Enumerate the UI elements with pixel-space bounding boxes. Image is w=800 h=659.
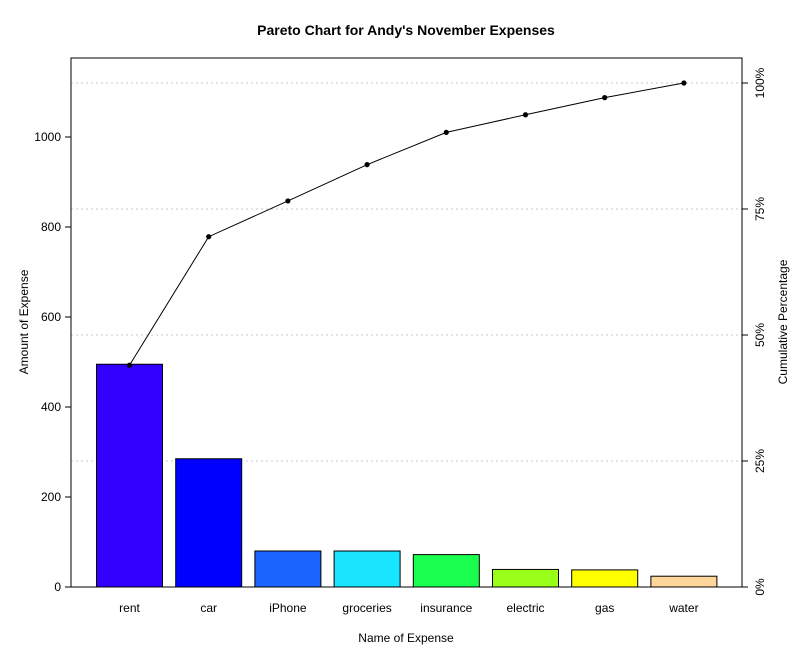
bar-rent (96, 363, 163, 588)
cumulative-point (681, 80, 687, 86)
y2-axis-title: Cumulative Percentage (776, 259, 790, 384)
plot-frame (70, 57, 743, 588)
y-tick-label: 200 (41, 490, 61, 504)
x-axis-labels: rent car iPhone groceries insurance electric g… (119, 601, 698, 615)
cumulative-point (206, 234, 212, 240)
cumulative-line (126, 80, 687, 368)
y-tick-label: 800 (41, 220, 61, 234)
x-tick-label: water (668, 601, 698, 615)
y2-tick-label: 75% (753, 197, 767, 221)
x-tick-label: rent (119, 601, 140, 615)
bar-gas (571, 569, 639, 588)
bar-iPhone (254, 550, 322, 588)
bar-insurance (412, 554, 480, 588)
bar-water (650, 575, 718, 588)
bar-car (175, 458, 243, 588)
cumulative-point (602, 95, 608, 101)
y-tick-label: 1000 (34, 130, 61, 144)
x-axis-title: Name of Expense (358, 631, 454, 645)
cumulative-point (285, 198, 291, 204)
x-tick-label: gas (595, 601, 614, 615)
x-tick-label: electric (506, 601, 544, 615)
y-axis-right: 0% 25% 50% 75% 100% (742, 67, 767, 596)
cumulative-polyline (129, 82, 684, 366)
bars (96, 363, 718, 588)
y2-tick-label: 25% (753, 449, 767, 473)
y2-tick-label: 0% (753, 578, 767, 596)
bar-electric (492, 568, 559, 588)
cumulative-point (443, 129, 449, 135)
chart-title: Pareto Chart for Andy's November Expense… (257, 22, 555, 38)
bar-groceries (333, 550, 401, 588)
y-tick-label: 0 (54, 580, 61, 594)
y2-tick-label: 50% (753, 323, 767, 347)
x-tick-label: car (200, 601, 217, 615)
y-tick-label: 600 (41, 310, 61, 324)
y-axis-left: 0 200 400 600 800 1000 (34, 130, 71, 594)
x-tick-label: iPhone (269, 601, 307, 615)
x-tick-label: groceries (342, 601, 391, 615)
y-axis-title: Amount of Expense (17, 269, 31, 374)
y2-tick-label: 100% (753, 67, 767, 98)
x-tick-label: insurance (420, 601, 472, 615)
cumulative-point (126, 362, 133, 368)
y-tick-label: 400 (41, 400, 61, 414)
cumulative-point (364, 162, 370, 168)
cumulative-point (522, 112, 529, 118)
gridlines (71, 82, 742, 462)
